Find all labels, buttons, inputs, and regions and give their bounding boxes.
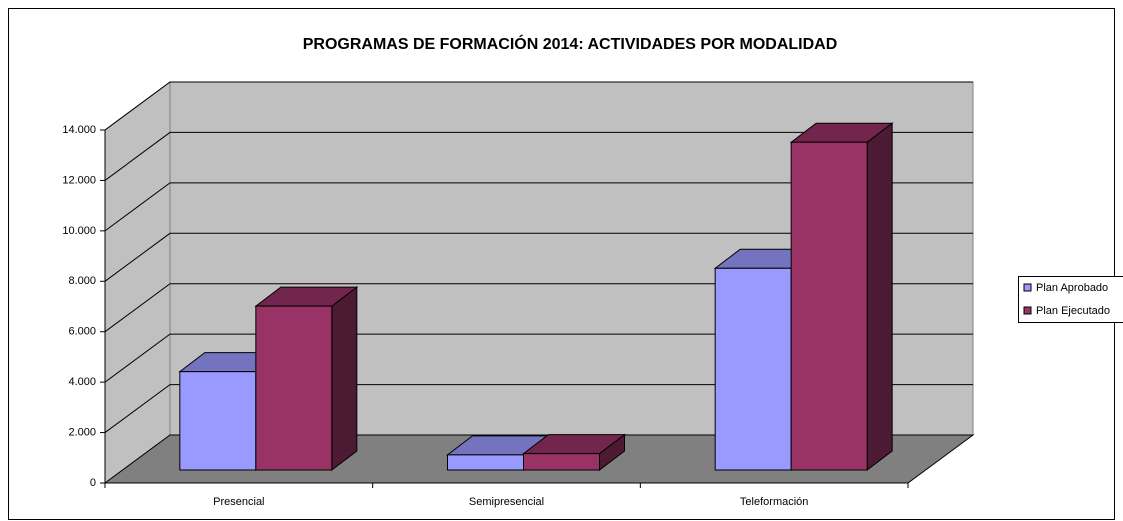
grid-line [104, 182, 973, 232]
legend-label: Plan Ejecutado [1036, 305, 1110, 317]
bar [255, 305, 333, 471]
legend-box [1018, 276, 1123, 323]
y-tick-label: 14.000 [62, 124, 96, 136]
bar [447, 454, 524, 471]
grid-line [104, 384, 973, 433]
bar-side [331, 286, 358, 472]
chart-title: PROGRAMAS DE FORMACIÓN 2014: ACTIVIDADES… [303, 34, 838, 53]
bar [523, 453, 600, 471]
bar [179, 371, 257, 471]
grid-line [104, 232, 973, 282]
legend-swatch [1023, 306, 1032, 315]
y-tick-label: 0 [90, 477, 96, 489]
y-tick-label: 2.000 [68, 426, 96, 438]
x-tick-label: Semipresencial [469, 496, 544, 508]
y-tick-label: 8.000 [68, 275, 96, 287]
bar [790, 141, 868, 471]
legend-label: Plan Aprobado [1036, 282, 1108, 294]
bar [714, 267, 792, 471]
grid-line [104, 333, 973, 383]
y-tick-label: 12.000 [62, 174, 96, 186]
grid-line [104, 131, 973, 181]
grid-line [104, 81, 973, 131]
bar-side [866, 122, 893, 472]
legend-swatch [1023, 283, 1032, 292]
grid-line [104, 283, 973, 333]
x-tick-label: Presencial [213, 496, 264, 508]
x-tick-label: Teleformación [740, 496, 808, 508]
y-tick-label: 10.000 [62, 225, 96, 237]
y-tick-label: 4.000 [68, 376, 96, 388]
y-tick-label: 6.000 [68, 326, 96, 338]
side-wall [104, 81, 171, 484]
